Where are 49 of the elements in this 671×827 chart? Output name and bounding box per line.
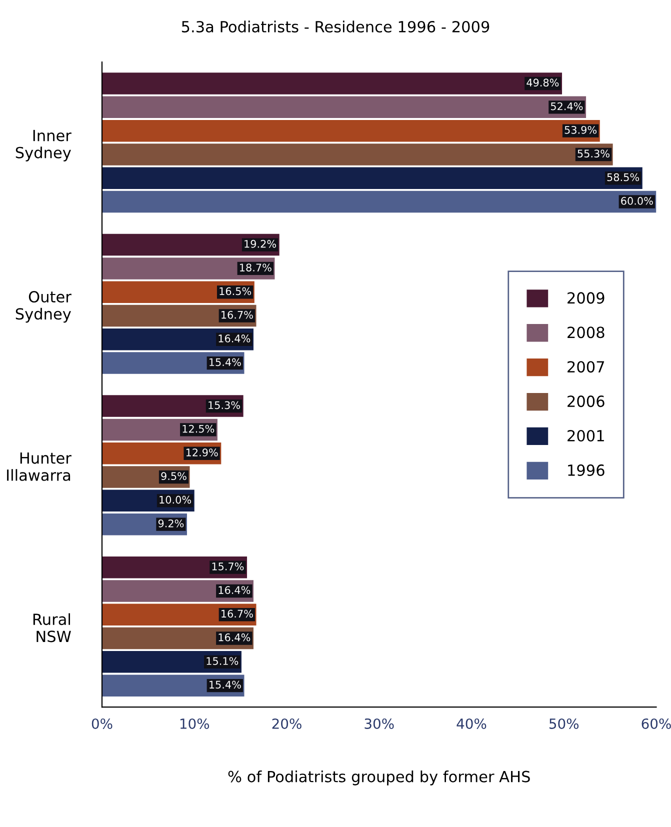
data-label: 18.7% <box>240 264 272 272</box>
data-label: 16.4% <box>218 334 250 342</box>
data-label: 15.4% <box>210 680 241 689</box>
data-label: 16.7% <box>222 610 253 618</box>
bar <box>102 190 656 213</box>
data-label: 15.1% <box>206 657 238 665</box>
legend-label: 2006 <box>568 396 604 408</box>
data-label: 53.9% <box>564 126 597 134</box>
bar <box>102 167 642 190</box>
x-tick-label: 20% <box>272 718 302 729</box>
bar <box>102 120 600 142</box>
x-tick-label: 50% <box>550 718 579 729</box>
data-label: 49.8% <box>526 78 559 87</box>
data-label: 58.5% <box>607 173 640 182</box>
y-tick-label: Hunter Illawarra <box>7 452 72 481</box>
x-tick-label: 30% <box>364 718 394 729</box>
data-label: 52.4% <box>550 102 583 110</box>
x-tick-label: 10% <box>180 718 210 729</box>
x-tick-label: 60% <box>642 718 671 729</box>
x-tick-label: 0% <box>92 718 112 729</box>
data-label: 9.2% <box>158 519 184 528</box>
y-tick-label: Rural NSW <box>33 613 71 642</box>
data-label: 55.3% <box>578 150 610 158</box>
data-label: 9.5% <box>161 472 186 480</box>
data-label: 60.0% <box>621 196 653 205</box>
legend-label: 2009 <box>568 292 604 304</box>
legend-label: 1996 <box>568 464 604 476</box>
x-tick-label: 40% <box>456 718 486 729</box>
y-tick-label: Inner Sydney <box>16 130 72 162</box>
data-label: 12.9% <box>186 448 218 456</box>
data-label: 10.0% <box>160 496 192 504</box>
y-tick-label: Outer Sydney <box>16 290 72 323</box>
legend-label: 2007 <box>568 361 604 373</box>
data-label: 16.5% <box>220 287 252 296</box>
data-label: 12.5% <box>182 424 214 433</box>
chart-title: 5.3a Podiatrists - Residence 1996 - 2009 <box>182 20 490 32</box>
data-label: 16.4% <box>218 633 250 642</box>
data-label: 19.2% <box>244 240 276 248</box>
data-label: 16.7% <box>222 310 253 319</box>
bar <box>102 144 613 166</box>
legend-label: 2001 <box>568 430 604 442</box>
data-label: 15.3% <box>208 401 240 410</box>
data-label: 15.7% <box>212 562 244 570</box>
data-label: 15.4% <box>210 358 241 366</box>
data-label: 16.4% <box>218 586 250 594</box>
legend-label: 2008 <box>568 326 604 338</box>
x-axis-title: % of Podiatrists grouped by former AHS <box>228 770 530 786</box>
bar <box>102 72 562 94</box>
bar <box>102 96 586 118</box>
